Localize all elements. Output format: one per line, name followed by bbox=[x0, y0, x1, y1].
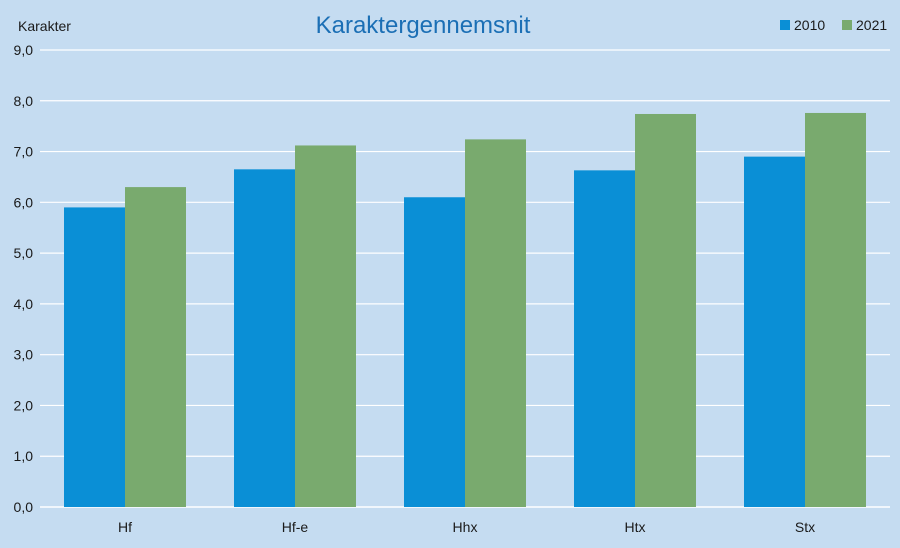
y-tick-label: 9,0 bbox=[14, 42, 34, 58]
legend-label-2010: 2010 bbox=[794, 17, 825, 33]
y-axis-label: Karakter bbox=[18, 18, 71, 34]
bar-2021-hhx bbox=[465, 139, 526, 507]
y-tick-label: 8,0 bbox=[14, 93, 34, 109]
bar-2021-htx bbox=[635, 113, 696, 507]
y-axis-ticks: 0,0 1,0 2,0 3,0 4,0 5,0 6,0 7,0 8,0 9,0 bbox=[14, 42, 34, 515]
legend-swatch-2021 bbox=[842, 20, 852, 30]
bars bbox=[64, 112, 866, 508]
y-tick-label: 3,0 bbox=[14, 347, 34, 363]
x-tick-label: Htx bbox=[625, 519, 646, 535]
x-tick-label: Hf-e bbox=[282, 519, 309, 535]
bar-2010-hhx bbox=[404, 197, 465, 507]
bar-2010-stx bbox=[744, 156, 805, 507]
bar-2021-hf bbox=[125, 187, 186, 507]
bar-2010-htx bbox=[574, 170, 635, 508]
bar-2021-hf-e bbox=[295, 145, 356, 507]
y-tick-label: 7,0 bbox=[14, 144, 34, 160]
chart-title: Karaktergennemsnit bbox=[316, 12, 531, 39]
x-tick-label: Hf bbox=[118, 519, 132, 535]
y-tick-label: 4,0 bbox=[14, 296, 34, 312]
bar-2021-stx bbox=[805, 112, 866, 507]
legend-swatch-2010 bbox=[780, 20, 790, 30]
legend: 2010 2021 bbox=[780, 17, 887, 33]
y-tick-label: 6,0 bbox=[14, 194, 34, 210]
bar-2010-hf bbox=[64, 207, 125, 507]
x-tick-label: Hhx bbox=[453, 519, 478, 535]
bar-2010-hf-e bbox=[234, 169, 295, 508]
legend-label-2021: 2021 bbox=[856, 17, 887, 33]
x-axis-labels: Hf Hf-e Hhx Htx Stx bbox=[118, 519, 815, 535]
y-tick-label: 2,0 bbox=[14, 397, 34, 413]
x-tick-label: Stx bbox=[795, 519, 815, 535]
y-tick-label: 0,0 bbox=[14, 499, 34, 515]
y-tick-label: 1,0 bbox=[14, 448, 34, 464]
y-tick-label: 5,0 bbox=[14, 245, 34, 261]
